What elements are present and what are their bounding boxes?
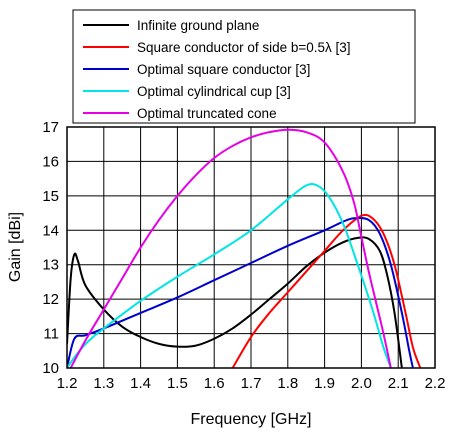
series-line-1 xyxy=(231,213,422,368)
y-tick-label: 13 xyxy=(42,257,59,274)
x-tick-label: 2.1 xyxy=(388,375,409,392)
legend-label-0: Infinite ground plane xyxy=(137,18,259,33)
x-tick-label: 1.7 xyxy=(241,375,262,392)
series-line-4 xyxy=(69,128,392,368)
legend-label-4: Optimal truncated cone xyxy=(137,106,277,121)
y-tick-labels: 10 11 12 13 14 15 16 17 xyxy=(42,119,59,377)
series-line-3 xyxy=(67,183,392,368)
x-tick-label: 1.6 xyxy=(204,375,225,392)
y-tick-label: 15 xyxy=(42,188,59,205)
y-tick-label: 17 xyxy=(42,119,59,136)
x-tick-label: 1.4 xyxy=(130,375,151,392)
legend-label-2: Optimal square conductor [3] xyxy=(137,62,310,77)
x-tick-labels: 1.2 1.3 1.4 1.5 1.6 1.7 1.8 1.9 2.0 2.1 2.2 xyxy=(57,375,446,392)
series-layer xyxy=(67,128,422,368)
x-tick-label: 1.5 xyxy=(167,375,188,392)
y-tick-label: 16 xyxy=(42,153,59,170)
plot-frame xyxy=(66,126,436,369)
legend-box xyxy=(72,9,416,124)
x-tick-label: 1.2 xyxy=(57,375,78,392)
legend-label-1: Square conductor of side b=0.5λ [3] xyxy=(137,40,351,55)
y-tick-label: 12 xyxy=(42,291,59,308)
legend-label-3: Optimal cylindrical cup [3] xyxy=(137,84,291,99)
x-tick-label: 2.2 xyxy=(425,375,446,392)
y-tick-label: 11 xyxy=(43,326,59,343)
y-tick-label: 14 xyxy=(42,222,59,239)
x-tick-label: 1.8 xyxy=(277,375,298,392)
x-tick-label: 1.3 xyxy=(93,375,114,392)
x-tick-label: 2.0 xyxy=(351,375,372,392)
x-tick-label: 1.9 xyxy=(314,375,335,392)
y-tick-label: 10 xyxy=(42,360,59,377)
y-axis-title: Gain [dBi] xyxy=(7,212,24,282)
series-line-0 xyxy=(67,236,403,368)
x-axis-title: Frequency [GHz] xyxy=(191,411,312,428)
legend: Infinite ground plane Square conductor of… xyxy=(72,9,416,124)
